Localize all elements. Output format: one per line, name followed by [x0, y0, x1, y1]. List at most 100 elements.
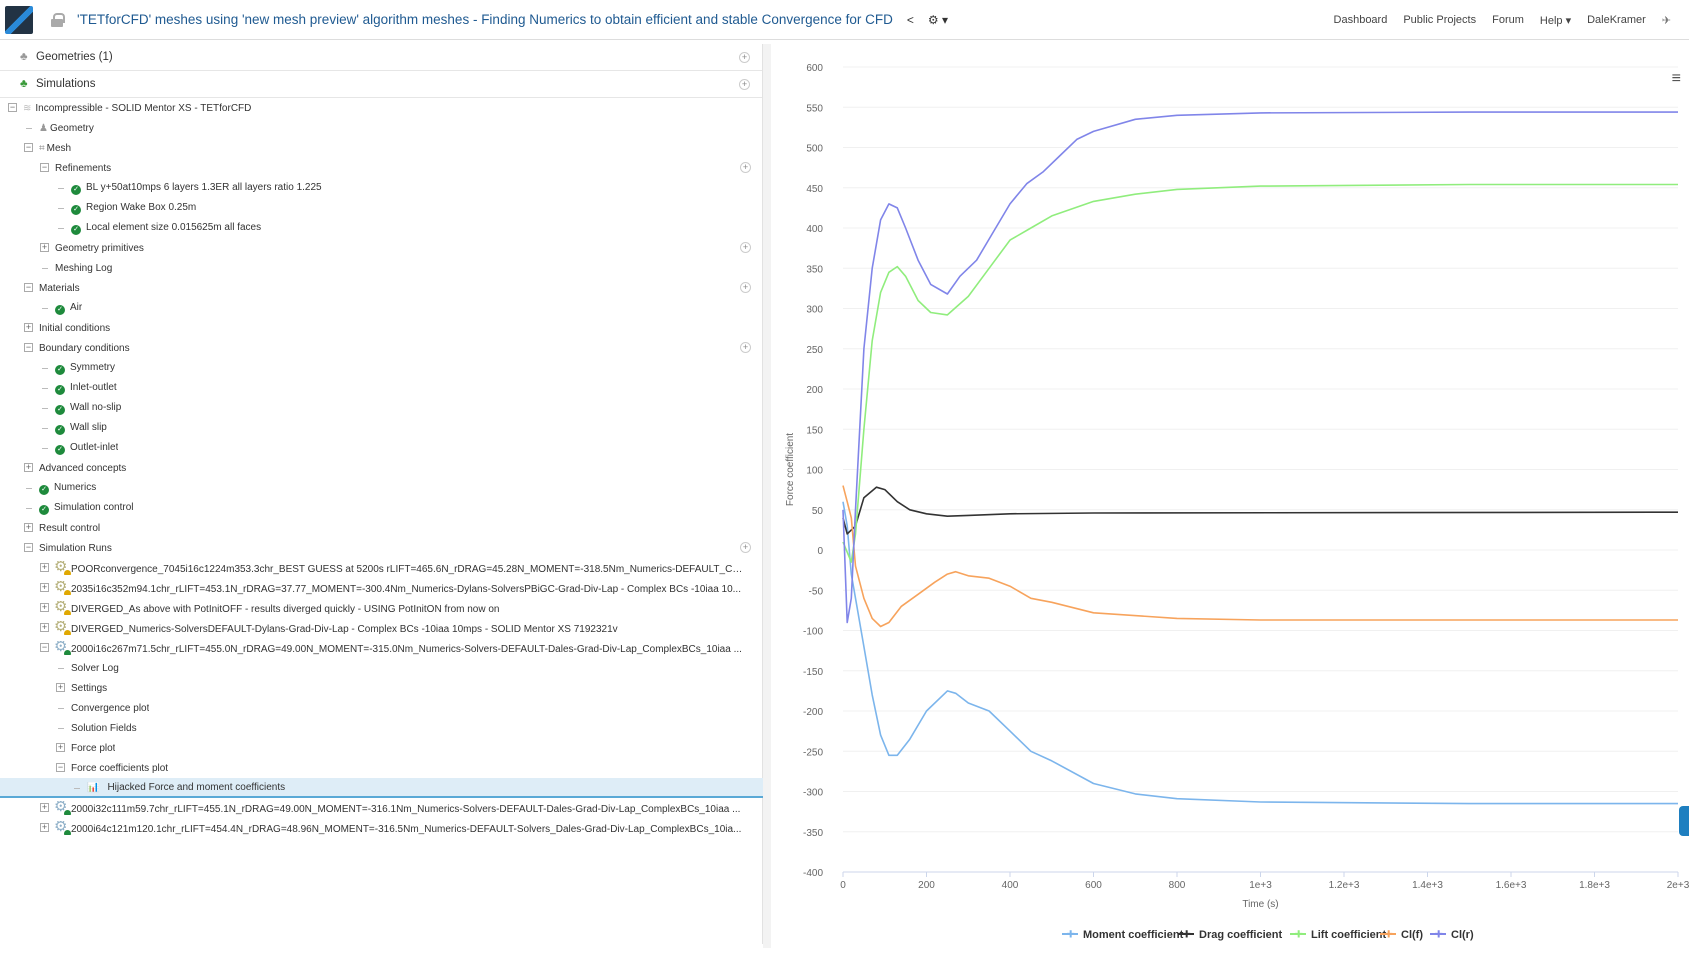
y-tick-label: -150	[803, 667, 823, 678]
tree-connector	[42, 368, 48, 369]
tree-item[interactable]: + DIVERGED_Numerics-SolversDEFAULT-Dylans…	[0, 618, 763, 638]
tree-item[interactable]: ✓ Symmetry	[0, 358, 763, 378]
user-avatar[interactable]: ✈	[1661, 14, 1671, 27]
expand-toggle[interactable]: +	[40, 802, 49, 812]
tree-item[interactable]: Solver Log	[0, 658, 763, 678]
app-logo[interactable]	[5, 5, 33, 34]
legend-item[interactable]: Lift coefficient	[1311, 929, 1387, 941]
tree-item[interactable]: ✓ Wall slip	[0, 418, 763, 438]
tree-item[interactable]: Meshing Log	[0, 258, 763, 278]
tree-item[interactable]: Solution Fields	[0, 718, 763, 738]
tree-item[interactable]: 📊 Hijacked Force and moment coefficients	[0, 778, 763, 798]
nav-dashboard[interactable]: Dashboard	[1333, 14, 1388, 26]
tree-item-label: 2035i16c352m94.1chr_rLIFT=453.1N_rDRAG=3…	[55, 581, 741, 595]
tree-item[interactable]: ✓ Inlet-outlet	[0, 378, 763, 398]
legend-item[interactable]: Moment coefficient	[1083, 929, 1184, 941]
tree-item[interactable]: + Initial conditions	[0, 318, 763, 338]
collapse-toggle[interactable]: −	[8, 102, 17, 112]
tree-item[interactable]: +2000i32c111m59.7chr_rLIFT=455.1N_rDRAG=…	[0, 798, 763, 818]
expand-toggle[interactable]: +	[40, 242, 49, 252]
collapse-toggle[interactable]: −	[24, 282, 33, 292]
tree-item[interactable]: ✓ Air	[0, 298, 763, 318]
collapse-toggle[interactable]: −	[24, 542, 33, 552]
legend-item[interactable]: Cl(f)	[1401, 929, 1423, 941]
tree-item[interactable]: + POORconvergence_7045i16c1224m353.3chr_B…	[0, 558, 763, 578]
tree-item[interactable]: ✓ Outlet-inlet	[0, 438, 763, 458]
gear-icon[interactable]: ⚙ ▾	[927, 12, 949, 27]
legend-item[interactable]: Drag coefficient	[1199, 929, 1282, 941]
tree-item[interactable]: − ≋ Incompressible - SOLID Mentor XS - TET…	[0, 98, 763, 118]
expand-toggle[interactable]: +	[40, 602, 49, 612]
y-tick-label: -300	[803, 788, 823, 799]
tree-item[interactable]: ✓ Region Wake Box 0.25m	[0, 198, 763, 218]
add-simulation-button[interactable]: +	[739, 78, 750, 90]
tree-item[interactable]: − ⌗ Mesh	[0, 138, 763, 158]
nav-public-projects[interactable]: Public Projects	[1403, 14, 1477, 26]
tree-item[interactable]: + Settings	[0, 678, 763, 698]
tree-item-label: ✓ BL y+50at10mps 6 layers 1.3ER all layer…	[71, 182, 322, 195]
add-button[interactable]: +	[740, 242, 751, 253]
nav-user[interactable]: DaleKramer	[1587, 14, 1646, 26]
expand-toggle[interactable]: +	[24, 322, 33, 332]
tree-item[interactable]: ✓ BL y+50at10mps 6 layers 1.3ER all layer…	[0, 178, 763, 198]
nav-forum[interactable]: Forum	[1492, 14, 1524, 26]
tree-item[interactable]: − Materials +	[0, 278, 763, 298]
expand-toggle[interactable]: +	[40, 582, 49, 592]
tree-item[interactable]: + Geometry primitives +	[0, 238, 763, 258]
tree-connector	[42, 388, 48, 389]
tree-connector	[58, 728, 64, 729]
add-geometry-button[interactable]: +	[739, 51, 750, 63]
collapse-toggle[interactable]: −	[40, 642, 49, 652]
expand-toggle[interactable]: +	[40, 822, 49, 832]
tree-item-label: 📊 Hijacked Force and moment coefficients	[87, 782, 285, 793]
add-button[interactable]: +	[740, 282, 751, 293]
panel-splitter[interactable]	[763, 44, 771, 948]
legend-marker-icon: ✚	[1183, 930, 1191, 941]
label-text: Incompressible - SOLID Mentor XS - TETfo…	[35, 102, 252, 114]
expand-toggle[interactable]: +	[56, 742, 65, 752]
collapse-toggle[interactable]: −	[24, 142, 33, 152]
tree-item[interactable]: + Result control	[0, 518, 763, 538]
nav-help[interactable]: Help ▾	[1539, 14, 1572, 27]
chart-menu-icon[interactable]: ≡	[1671, 70, 1681, 87]
collapse-toggle[interactable]: −	[40, 162, 49, 172]
tree-item-label: Geometry primitives	[55, 243, 144, 254]
expand-toggle[interactable]: +	[24, 462, 33, 472]
tree-item[interactable]: +2035i16c352m94.1chr_rLIFT=453.1N_rDRAG=…	[0, 578, 763, 598]
tree-item[interactable]: − Boundary conditions +	[0, 338, 763, 358]
tree-item[interactable]: − Simulation Runs +	[0, 538, 763, 558]
add-button[interactable]: +	[740, 162, 751, 173]
expand-toggle[interactable]: +	[56, 682, 65, 692]
tree-connector	[58, 708, 64, 709]
tree-item[interactable]: − Force coefficients plot	[0, 758, 763, 778]
add-button[interactable]: +	[740, 542, 751, 553]
label-text: Boundary conditions	[39, 342, 130, 354]
tree-item[interactable]: ♟ Geometry	[0, 118, 763, 138]
tree-item[interactable]: ✓ Wall no-slip	[0, 398, 763, 418]
section-geometries[interactable]: ♣ Geometries (1) +	[0, 44, 762, 71]
tree-item[interactable]: +2000i64c121m120.1chr_rLIFT=454.4N_rDRAG…	[0, 818, 763, 838]
y-tick-label: -400	[803, 868, 823, 879]
collapse-toggle[interactable]: −	[56, 762, 65, 772]
tree-item[interactable]: ✓ Simulation control	[0, 498, 763, 518]
collapse-toggle[interactable]: −	[24, 342, 33, 352]
tree-item[interactable]: Convergence plot	[0, 698, 763, 718]
tree-item[interactable]: − Refinements +	[0, 158, 763, 178]
add-button[interactable]: +	[740, 342, 751, 353]
tree-item[interactable]: + Advanced concepts	[0, 458, 763, 478]
label-text: DIVERGED_As above with PotInitOFF - resu…	[71, 604, 500, 615]
legend-marker-icon: ✚	[1385, 930, 1393, 941]
tree-item[interactable]: + DIVERGED_As above with PotInitOFF - res…	[0, 598, 763, 618]
tree-item-label: ♟ Geometry	[39, 123, 94, 134]
share-icon[interactable]: <	[906, 12, 914, 27]
section-simulations[interactable]: ♣ Simulations +	[0, 71, 762, 98]
expand-toggle[interactable]: +	[40, 562, 49, 572]
expand-toggle[interactable]: +	[24, 522, 33, 532]
tree-item[interactable]: ✓ Local element size 0.015625m all faces	[0, 218, 763, 238]
tree-item[interactable]: + Force plot	[0, 738, 763, 758]
expand-toggle[interactable]: +	[40, 622, 49, 632]
tree-item[interactable]: − 2000i16c267m71.5chr_rLIFT=455.0N_rDRAG=…	[0, 638, 763, 658]
tree-item[interactable]: ✓ Numerics	[0, 478, 763, 498]
legend-item[interactable]: Cl(r)	[1451, 929, 1474, 941]
side-tab-button[interactable]	[1679, 806, 1689, 836]
